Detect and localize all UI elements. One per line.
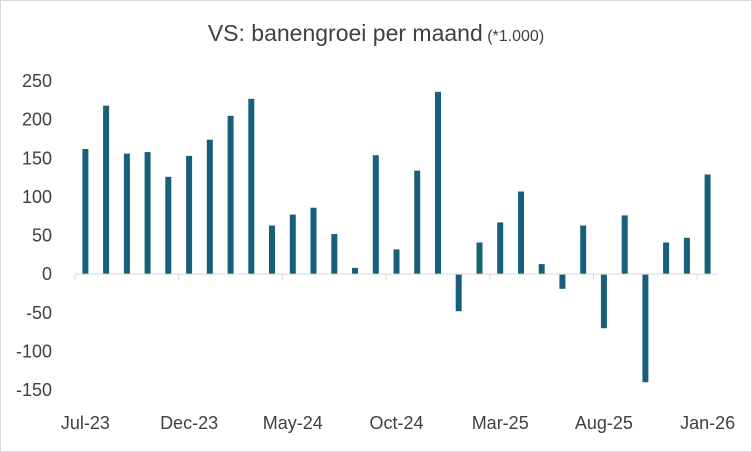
- chart-title: VS: banengroei per maand (*1.000): [0, 20, 752, 47]
- y-tick-label: -50: [26, 303, 52, 323]
- x-tick-label: Mar-25: [472, 413, 529, 433]
- chart-title-main: VS: banengroei per maand: [207, 20, 483, 46]
- bar-Sep-25: [621, 215, 628, 275]
- y-tick-label: 200: [22, 110, 52, 130]
- y-tick-label: 100: [22, 187, 52, 207]
- x-tick-label: Jan-26: [680, 413, 735, 433]
- bar-May-25: [538, 264, 545, 275]
- bar-Nov-25: [663, 242, 670, 275]
- y-tick-label: 250: [22, 71, 52, 91]
- y-tick-label: 50: [32, 226, 52, 246]
- bar-Feb-25: [476, 242, 483, 275]
- bar-Feb-24: [227, 115, 234, 275]
- bar-Dec-24: [435, 91, 441, 275]
- y-tick-label: 0: [42, 264, 52, 284]
- y-tick-label: -150: [16, 380, 52, 400]
- bar-Jul-24: [331, 234, 338, 275]
- bar-series: [82, 91, 711, 383]
- bar-Sep-24: [372, 155, 379, 275]
- bar-Jul-25: [580, 225, 587, 275]
- y-tick-label: -100: [16, 341, 52, 361]
- bar-Dec-23: [186, 155, 193, 275]
- x-tick-label: Jul-23: [61, 413, 110, 433]
- y-tick-label: 150: [22, 148, 52, 168]
- x-axis: [74, 273, 718, 281]
- y-axis-ticks: 250 200 150 100 50 0 -50 -100 -150: [16, 71, 52, 400]
- bar-Nov-24: [414, 170, 421, 275]
- bar-Oct-24: [393, 249, 400, 275]
- x-axis-ticks: Jul-23 Dec-23 May-24 Oct-24 Mar-25 Aug-25 Jan-…: [61, 413, 735, 433]
- chart-title-unit: (*1.000): [487, 28, 545, 45]
- bar-Mar-25: [497, 222, 504, 275]
- bar-Aug-25: [600, 274, 607, 329]
- bar-Oct-23: [144, 152, 151, 275]
- bar-Jul-23: [82, 149, 89, 275]
- bar-Mar-24: [248, 98, 255, 275]
- bar-Dec-25: [683, 237, 690, 275]
- bar-Aug-23: [103, 105, 110, 275]
- bar-Jan-25: [455, 274, 462, 312]
- bar-Aug-24: [352, 267, 358, 275]
- bar-Oct-25: [642, 274, 649, 383]
- x-tick-label: Aug-25: [575, 413, 633, 433]
- bar-Apr-25: [518, 191, 524, 275]
- x-tick-label: Oct-24: [369, 413, 423, 433]
- bar-Jan-24: [206, 139, 213, 275]
- x-tick-label: Dec-23: [160, 413, 218, 433]
- bar-Sep-23: [123, 153, 130, 275]
- bar-Jan-26: [704, 174, 711, 275]
- bar-Jun-24: [310, 207, 317, 275]
- x-tick-label: May-24: [263, 413, 323, 433]
- bar-Jun-25: [559, 274, 566, 289]
- bar-May-24: [289, 214, 296, 275]
- bar-Apr-24: [269, 225, 275, 275]
- bar-Nov-23: [165, 176, 172, 275]
